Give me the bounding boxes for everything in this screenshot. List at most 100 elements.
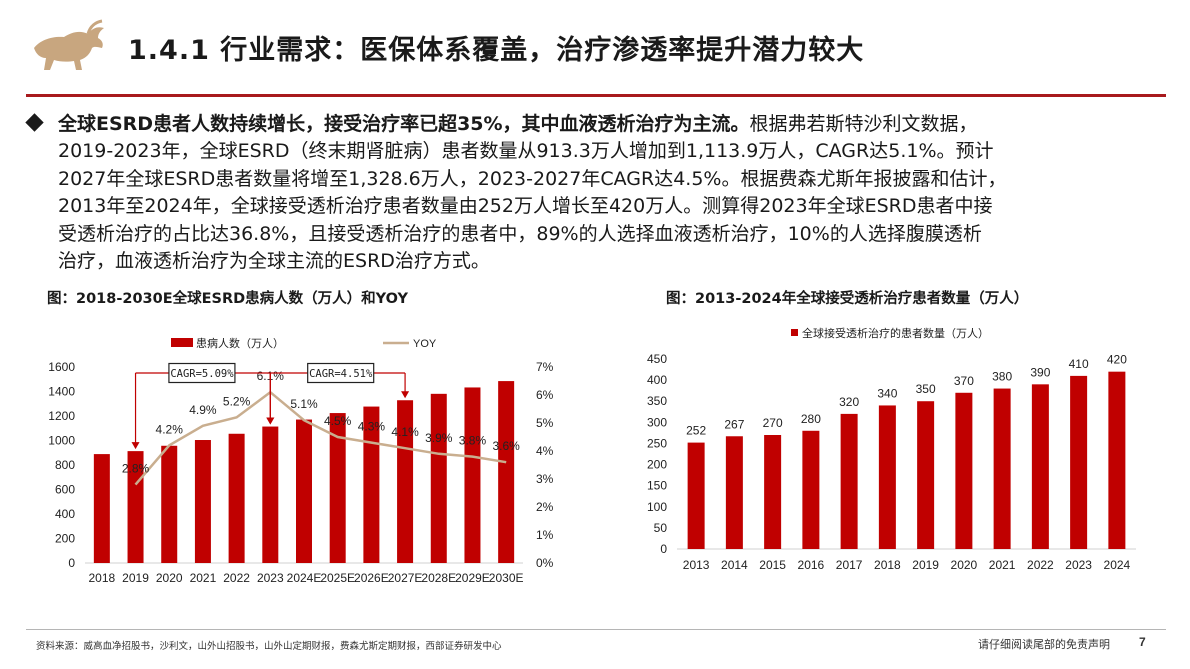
bar: [802, 430, 820, 549]
legend-label-bar: 患病人数（万人）: [196, 336, 284, 350]
cagr-annotation-box: [168, 362, 236, 384]
bar: [917, 401, 935, 549]
bar-value-label: 410: [1069, 357, 1089, 371]
summary-line: 受透析治疗的占比达36.8%，且接受透析治疗的患者中，89%的人选择血液透析治疗…: [58, 222, 982, 245]
summary-line: 根据弗若斯特沙利文数据，: [749, 113, 978, 135]
bar-value-label: 270: [763, 416, 783, 430]
bar: [1108, 371, 1126, 549]
x-tick-label: 2027E: [388, 571, 423, 585]
legend-label-bar: 全球接受透析治疗的患者数量（万人）: [802, 326, 989, 340]
x-tick-label: 2022: [223, 571, 250, 585]
summary-line: 2027年全球ESRD患者数量将增至1,328.6万人，2023-2027年CA…: [58, 167, 1007, 190]
bar: [725, 436, 743, 549]
cagr-arrow-icon: [131, 442, 140, 450]
y-tick-label: 600: [55, 483, 75, 497]
bar: [498, 381, 515, 563]
summary-line: 2019-2023年，全球ESRD（终末期肾脏病）患者数量从913.3万人增加到…: [58, 140, 994, 163]
bar-value-label: 350: [916, 382, 936, 396]
x-tick-label: 2019: [122, 571, 149, 585]
bull-logo-icon: [34, 19, 104, 70]
y-tick-label: 250: [647, 436, 667, 450]
bar-value-label: 252: [686, 424, 706, 438]
legend-swatch-bar: [171, 338, 193, 347]
y-tick-label: 450: [647, 352, 667, 366]
bar: [296, 419, 312, 563]
x-tick-label: 2019: [912, 558, 939, 572]
yoy-data-label: 4.5%: [324, 414, 352, 428]
page-title: 1.4.1 行业需求：医保体系覆盖，治疗渗透率提升潜力较大: [128, 35, 865, 66]
legend-swatch-bar: [791, 329, 798, 336]
bar-value-label: 420: [1107, 353, 1127, 367]
x-tick-label: 2013: [683, 558, 710, 572]
y-tick-label: 1400: [48, 385, 75, 399]
y-tick-label: 1200: [48, 409, 75, 423]
y-tick-label: 350: [647, 394, 667, 408]
chart-title-esrd-patients: 图：2018-2030E全球ESRD患病人数（万人）和YOY: [47, 291, 408, 307]
yoy-series-line: [134, 390, 507, 486]
bar: [262, 426, 279, 563]
y-tick-label: 0: [68, 556, 75, 570]
yoy-data-label: 3.6%: [492, 439, 520, 453]
disclaimer-note: 请仔细阅读尾部的免责声明: [978, 638, 1110, 651]
legend-label-line: YOY: [413, 338, 437, 350]
bar: [878, 405, 896, 549]
y-tick-label: 200: [55, 532, 75, 546]
y-tick-label: 1000: [48, 434, 75, 448]
bar-value-label: 280: [801, 412, 821, 426]
yoy-data-label: 3.9%: [425, 431, 453, 445]
x-tick-label: 2020: [951, 558, 978, 572]
y2-tick-label: 0%: [536, 556, 554, 570]
y2-tick-label: 1%: [536, 528, 554, 542]
title-divider: [26, 94, 1166, 97]
summary-line: 2013年至2024年，全球接受透析治疗患者数量由252万人增长至420万人。测…: [58, 195, 993, 218]
bar: [161, 445, 178, 563]
bar: [993, 388, 1011, 549]
bar: [228, 433, 245, 563]
y2-tick-label: 3%: [536, 472, 554, 486]
bar: [194, 440, 211, 563]
cagr-arrow-icon: [401, 391, 410, 399]
bar: [764, 435, 782, 549]
bar: [1031, 384, 1049, 549]
cagr-arrow-icon: [266, 417, 275, 425]
y-tick-label: 1600: [48, 360, 75, 374]
x-tick-label: 2021: [989, 558, 1016, 572]
y2-tick-label: 7%: [536, 360, 554, 374]
y-tick-label: 100: [647, 500, 667, 514]
x-tick-label: 2016: [798, 558, 825, 572]
bar-value-label: 320: [839, 395, 859, 409]
y2-tick-label: 5%: [536, 416, 554, 430]
bar: [430, 393, 447, 563]
yoy-data-label: 5.1%: [290, 397, 318, 411]
bar: [329, 413, 346, 563]
bar: [464, 387, 481, 563]
x-tick-label: 2018: [88, 571, 115, 585]
x-tick-label: 2021: [190, 571, 217, 585]
y-tick-label: 150: [647, 479, 667, 493]
y-tick-label: 400: [647, 373, 667, 387]
cagr-annotation-label: CAGR=4.51%: [309, 368, 373, 380]
x-tick-label: 2026E: [354, 571, 389, 585]
x-tick-label: 2022: [1027, 558, 1054, 572]
bar: [1070, 375, 1088, 549]
yoy-data-label: 4.2%: [156, 422, 184, 436]
x-tick-label: 2017: [836, 558, 863, 572]
bar: [93, 454, 110, 563]
y-tick-label: 400: [55, 507, 75, 521]
y-tick-label: 0: [660, 542, 667, 556]
yoy-data-label: 4.9%: [189, 403, 217, 417]
x-tick-label: 2023: [257, 571, 284, 585]
summary-lead: 全球ESRD患者人数持续增长，接受治疗率已超35%，其中血液透析治疗为主流。: [58, 113, 750, 135]
bar-value-label: 267: [724, 417, 744, 431]
bar: [363, 406, 380, 563]
x-tick-label: 2018: [874, 558, 901, 572]
bar-value-label: 340: [877, 386, 897, 400]
x-tick-label: 2025E: [320, 571, 355, 585]
bar: [955, 392, 973, 549]
x-tick-label: 2028E: [421, 571, 456, 585]
yoy-data-label: 4.1%: [391, 425, 419, 439]
footer-divider: [26, 629, 1166, 630]
source-note: 资料来源：威高血净招股书，沙利文，山外山招股书，山外山定期财报，费森尤斯定期财报…: [36, 641, 502, 652]
y2-tick-label: 4%: [536, 444, 554, 458]
